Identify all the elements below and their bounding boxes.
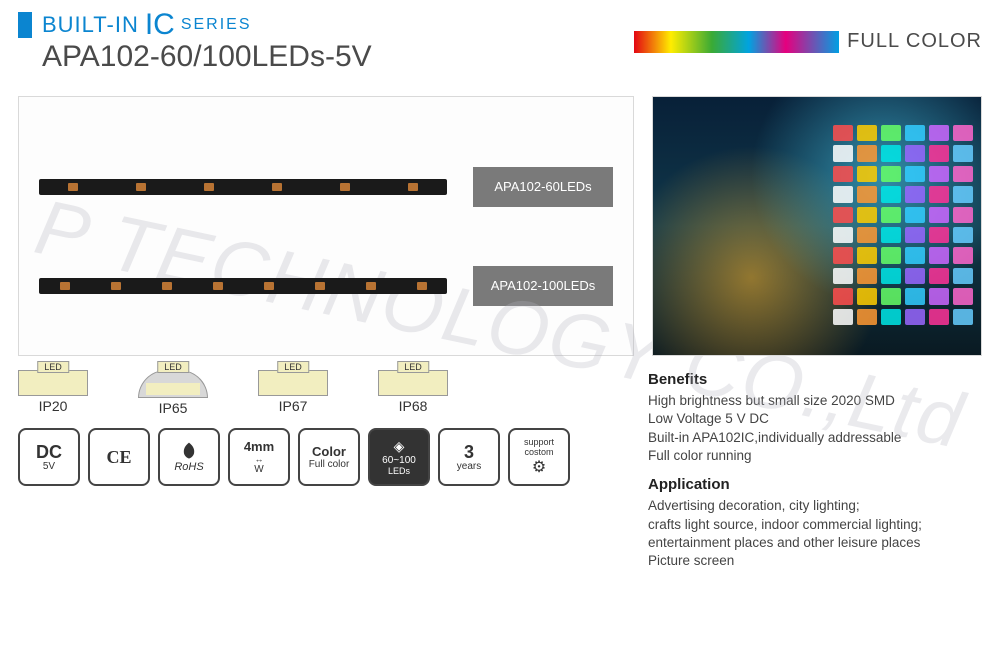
badge-warranty: 3 years [438, 428, 500, 486]
text-column: Benefits High brightness but small size … [648, 370, 982, 580]
ip-rating-row: LED IP20 LED IP65 LED IP67 LED IP68 [18, 370, 618, 416]
ip20: LED IP20 [18, 370, 88, 416]
application-line: entertainment places and other leisure p… [648, 534, 982, 552]
led-tag: LED [157, 361, 189, 373]
gear-icon: ⚙ [532, 457, 546, 477]
product-panel: APA102-60LEDs APA102-100LEDs [18, 96, 634, 356]
bottom-area: LED IP20 LED IP65 LED IP67 LED IP68 DC 5… [0, 356, 1000, 580]
fullcolor-label: FULL COLOR [847, 30, 982, 53]
badge-dc: DC 5V [18, 428, 80, 486]
leaf-icon [176, 441, 202, 461]
benefit-line: Built-in APA102IC,individually addressab… [648, 429, 982, 447]
led-tag: LED [37, 361, 69, 373]
ip-label: IP67 [258, 398, 328, 414]
badge-width: 4mm ↔ W [228, 428, 290, 486]
strip-label-100: APA102-100LEDs [473, 266, 613, 306]
rainbow-bar [634, 31, 839, 53]
led-strip-100 [39, 278, 447, 294]
ip-label: IP65 [138, 400, 208, 416]
badge-custom: support costom ⚙ [508, 428, 570, 486]
application-photo [652, 96, 982, 356]
ip68: LED IP68 [378, 370, 448, 416]
badge-color: Color Full color [298, 428, 360, 486]
application-line: Advertising decoration, city lighting; [648, 497, 982, 515]
accent-bar [18, 12, 32, 38]
main-area: APA102-60LEDs APA102-100LEDs [0, 78, 1000, 356]
application-block: Application Advertising decoration, city… [648, 475, 982, 570]
ip67: LED IP67 [258, 370, 328, 416]
ip-label: IP68 [378, 398, 448, 414]
benefits-title: Benefits [648, 370, 982, 390]
badge-row: DC 5V CE RoHS 4mm ↔ W Color Full color ◈ [18, 428, 618, 486]
strip-label-60: APA102-60LEDs [473, 167, 613, 207]
led-tag: LED [397, 361, 429, 373]
pixel-wall [833, 125, 973, 325]
badge-rohs: RoHS [158, 428, 220, 486]
application-line: Picture screen [648, 552, 982, 570]
benefit-line: High brightness but small size 2020 SMD [648, 392, 982, 410]
ip65: LED IP65 [138, 370, 208, 416]
header: BUILT-IN IC SERIES APA102-60/100LEDs-5V … [0, 0, 1000, 78]
benefit-line: Low Voltage 5 V DC [648, 410, 982, 428]
series-builtin: BUILT-IN [42, 12, 139, 38]
badge-ce: CE [88, 428, 150, 486]
led-tag: LED [277, 361, 309, 373]
strip-row-100: APA102-100LEDs [39, 266, 613, 306]
benefit-line: Full color running [648, 447, 982, 465]
led-strip-60 [39, 179, 447, 195]
fullcolor-block: FULL COLOR [634, 30, 982, 53]
ip-label: IP20 [18, 398, 88, 414]
application-line: crafts light source, indoor commercial l… [648, 516, 982, 534]
badge-leds: ◈ 60~100 LEDs [368, 428, 430, 486]
application-title: Application [648, 475, 982, 495]
series-word: SERIES [181, 16, 252, 34]
series-ic: IC [145, 8, 175, 42]
benefits-block: Benefits High brightness but small size … [648, 370, 982, 465]
specs-column: LED IP20 LED IP65 LED IP67 LED IP68 DC 5… [18, 370, 618, 580]
strip-row-60: APA102-60LEDs [39, 167, 613, 207]
